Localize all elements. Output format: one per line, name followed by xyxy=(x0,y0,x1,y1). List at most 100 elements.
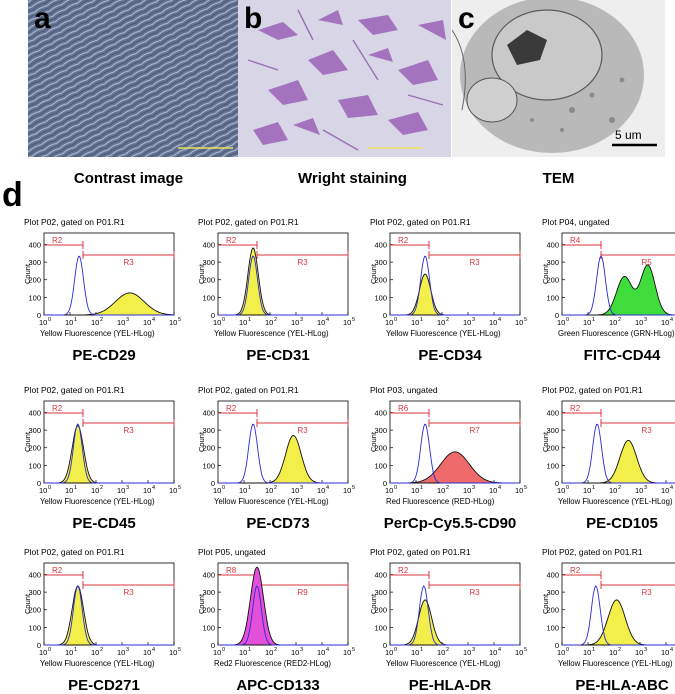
y-tick-label: 0 xyxy=(555,641,559,650)
x-tick-exponent: 4 xyxy=(670,485,673,491)
gate-right-label: R3 xyxy=(298,426,309,435)
y-tick-label: 100 xyxy=(202,623,215,632)
gate-left-label: R4 xyxy=(570,236,581,245)
y-tick-label: 0 xyxy=(383,641,387,650)
x-tick-label: 10 xyxy=(609,648,617,657)
marker-label: FITC-CD44 xyxy=(583,347,661,364)
x-tick-exponent: 4 xyxy=(670,647,673,653)
x-tick-label: 10 xyxy=(557,486,565,495)
gate-left-label: R2 xyxy=(52,236,63,245)
x-tick-label: 10 xyxy=(213,648,221,657)
sample-histogram xyxy=(562,599,675,646)
x-tick-label: 10 xyxy=(463,648,471,657)
x-tick-label: 10 xyxy=(317,648,325,657)
x-axis-label: Yellow Fluorescence (YEL-HLog) xyxy=(40,659,155,668)
x-axis-label: Yellow Fluorescence (YEL-HLog) xyxy=(214,329,329,338)
gate-right-label: R3 xyxy=(124,426,135,435)
y-tick-label: 300 xyxy=(374,258,387,267)
x-tick-exponent: 3 xyxy=(300,317,303,323)
y-tick-label: 0 xyxy=(211,479,215,488)
tem-scalebar-label: 5 um xyxy=(615,128,642,142)
plot-header: Plot P05, ungated xyxy=(198,547,266,557)
x-tick-exponent: 5 xyxy=(178,485,181,491)
x-tick-label: 10 xyxy=(411,648,419,657)
x-tick-label: 10 xyxy=(609,318,617,327)
y-axis-label: Count xyxy=(23,263,32,284)
x-tick-exponent: 0 xyxy=(566,317,569,323)
sample-histogram xyxy=(218,435,348,484)
contrast-image-panel xyxy=(28,0,241,157)
x-tick-label: 10 xyxy=(635,648,643,657)
y-tick-label: 300 xyxy=(546,258,559,267)
x-tick-exponent: 2 xyxy=(100,647,103,653)
y-tick-label: 200 xyxy=(546,606,559,615)
gate-left-label: R2 xyxy=(570,404,581,413)
x-tick-label: 10 xyxy=(265,648,273,657)
x-tick-exponent: 4 xyxy=(152,647,155,653)
y-tick-label: 100 xyxy=(28,623,41,632)
x-tick-label: 10 xyxy=(489,648,497,657)
x-tick-exponent: 0 xyxy=(48,647,51,653)
histogram-svg: Plot P02, gated on P01.R14003002001000Co… xyxy=(23,217,181,338)
x-tick-exponent: 0 xyxy=(48,317,51,323)
y-tick-label: 400 xyxy=(202,240,215,249)
tem-panel: 5 um xyxy=(452,0,665,157)
x-tick-label: 10 xyxy=(385,486,393,495)
gate-right-label: R3 xyxy=(642,588,653,597)
isotype-control-curve xyxy=(390,585,520,646)
x-tick-label: 10 xyxy=(515,486,523,495)
panel-letter-b: b xyxy=(244,2,263,35)
isotype-control-curve xyxy=(562,585,675,646)
y-tick-label: 200 xyxy=(374,276,387,285)
x-tick-label: 10 xyxy=(39,318,47,327)
gate-right-label: R7 xyxy=(470,426,481,435)
plot-header: Plot P02, gated on P01.R1 xyxy=(370,547,471,557)
y-tick-label: 200 xyxy=(374,606,387,615)
sample-histogram xyxy=(562,439,675,484)
plot-header: Plot P02, gated on P01.R1 xyxy=(24,547,125,557)
x-tick-exponent: 2 xyxy=(274,317,277,323)
y-tick-label: 300 xyxy=(28,426,41,435)
y-tick-label: 100 xyxy=(546,461,559,470)
y-axis-label: Count xyxy=(23,431,32,452)
x-tick-exponent: 4 xyxy=(498,485,501,491)
x-tick-exponent: 5 xyxy=(524,485,527,491)
x-axis-label: Red2 Fluorescence (RED2-HLog) xyxy=(214,659,331,668)
marker-label: PE-CD29 xyxy=(72,347,136,364)
x-axis-label: Yellow Fluorescence (YEL-HLog) xyxy=(40,497,155,506)
y-tick-label: 100 xyxy=(546,623,559,632)
y-tick-label: 200 xyxy=(202,276,215,285)
x-axis-label: Yellow Fluorescence (YEL-HLog) xyxy=(386,329,501,338)
histogram-pe-hla-dr: Plot P02, gated on P01.R1 400 300 200 100 0 Co… xyxy=(368,545,530,670)
x-tick-label: 10 xyxy=(169,486,177,495)
x-tick-exponent: 4 xyxy=(498,317,501,323)
plot-header: Plot P02, gated on P01.R1 xyxy=(370,217,471,227)
histogram-svg: Plot P02, gated on P01.R14003002001000Co… xyxy=(541,547,675,668)
x-tick-exponent: 3 xyxy=(300,485,303,491)
caption-contrast-image: Contrast image xyxy=(73,170,184,187)
x-tick-exponent: 3 xyxy=(472,485,475,491)
marker-label: PE-CD105 xyxy=(586,515,658,532)
sample-histogram xyxy=(44,424,174,484)
x-tick-label: 10 xyxy=(65,318,73,327)
x-tick-exponent: 3 xyxy=(126,647,129,653)
x-tick-exponent: 2 xyxy=(618,317,621,323)
y-axis-label: Count xyxy=(541,263,550,284)
gate-left-label: R8 xyxy=(226,566,237,575)
histogram-svg: Plot P02, gated on P01.R14003002001000Co… xyxy=(541,385,675,506)
x-tick-label: 10 xyxy=(489,486,497,495)
x-tick-exponent: 2 xyxy=(446,317,449,323)
marker-label: PerCp-Cy5.5-CD90 xyxy=(383,515,517,532)
x-tick-label: 10 xyxy=(343,318,351,327)
x-tick-exponent: 4 xyxy=(152,317,155,323)
sample-histogram xyxy=(390,451,520,484)
x-tick-label: 10 xyxy=(583,486,591,495)
caption-wright-staining: Wright staining xyxy=(298,170,407,187)
histogram-pe-cd271: Plot P02, gated on P01.R1 400 300 200 100 0 Co… xyxy=(22,545,184,670)
caption-tem: TEM xyxy=(542,170,575,187)
histogram-fitc-cd44: Plot P04, ungated 400 300 200 100 0 Count 10 0 10… xyxy=(540,215,675,340)
x-tick-exponent: 0 xyxy=(394,485,397,491)
y-tick-label: 200 xyxy=(28,444,41,453)
y-tick-label: 100 xyxy=(374,461,387,470)
